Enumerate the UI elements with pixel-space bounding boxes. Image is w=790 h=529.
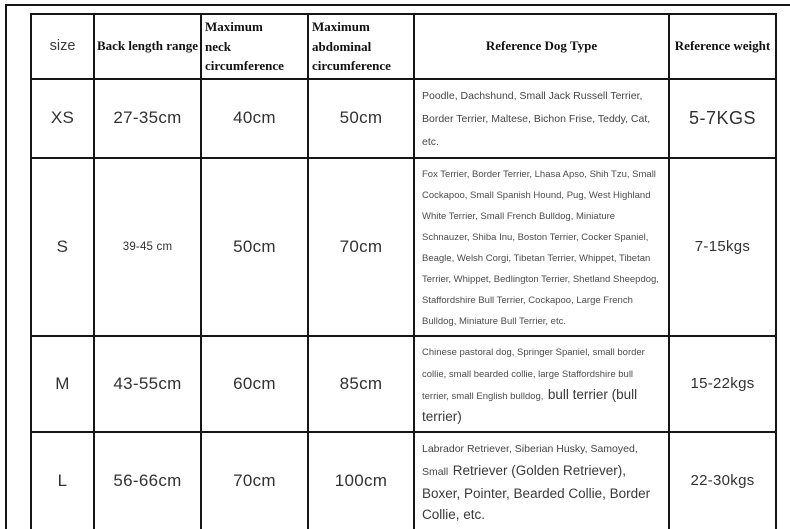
table-row-l: L 56-66cm 70cm 100cm Labrador Retriever,… — [30, 430, 777, 529]
m-dog-type-text-large: bull terrier (bull terrier) — [422, 386, 638, 424]
cell-m-back-length: 43-55cm — [93, 334, 202, 433]
cell-s-dog-type: Fox Terrier, Border Terrier, Lhasa Apso,… — [413, 156, 670, 337]
cell-xs-weight: 5-7KGS — [668, 77, 777, 159]
dog-size-chart-table: size Back length range Maximum neck circ… — [30, 13, 777, 529]
header-weight: Reference weight — [668, 13, 777, 80]
cell-xs-back-length: 27-35cm — [93, 77, 202, 159]
header-back-length: Back length range — [93, 13, 202, 80]
header-neck-line1: Maximum — [205, 19, 263, 34]
header-abdominal-line1: Maximum abdominal — [312, 19, 372, 54]
header-abdominal-line2: circumference — [312, 58, 391, 73]
cell-xs-neck: 40cm — [200, 77, 309, 159]
cell-m-dog-type: Chinese pastoral dog, Springer Spaniel, … — [413, 334, 670, 433]
cell-l-dog-type: Labrador Retriever, Siberian Husky, Samo… — [413, 430, 670, 529]
header-size: size — [30, 13, 95, 80]
table-row-s: S 39-45 cm 50cm 70cm Fox Terrier, Border… — [30, 156, 777, 337]
l-dog-type-text-large: Retriever (Golden Retriever), Boxer, Poi… — [422, 462, 651, 522]
s-dog-type-text: Fox Terrier, Border Terrier, Lhasa Apso,… — [422, 168, 659, 327]
l-dog-type-text-small: Labrador Retriever, Siberian Husky, Samo… — [422, 442, 638, 478]
cell-xs-dog-type: Poodle, Dachshund, Small Jack Russell Te… — [413, 77, 670, 159]
cell-m-weight: 15-22kgs — [668, 334, 777, 433]
outer-frame-top-line — [5, 4, 790, 6]
cell-l-size: L — [30, 430, 95, 529]
header-abdominal-circumference: Maximum abdominal circumference — [307, 13, 415, 80]
cell-l-abdominal: 100cm — [307, 430, 415, 529]
header-dog-type: Reference Dog Type — [413, 13, 670, 80]
cell-s-back-length: 39-45 cm — [93, 156, 202, 337]
xs-dog-type-text: Poodle, Dachshund, Small Jack Russell Te… — [422, 89, 651, 148]
header-row: size Back length range Maximum neck circ… — [30, 13, 777, 80]
cell-s-weight: 7-15kgs — [668, 156, 777, 337]
cell-l-back-length: 56-66cm — [93, 430, 202, 529]
table-row-m: M 43-55cm 60cm 85cm Chinese pastoral dog… — [30, 334, 777, 433]
header-neck-line2: neck circumference — [205, 38, 284, 74]
cell-m-size: M — [30, 334, 95, 433]
cell-s-abdominal: 70cm — [307, 156, 415, 337]
cell-m-abdominal: 85cm — [307, 334, 415, 433]
outer-frame-left-line — [5, 4, 7, 529]
cell-xs-size: XS — [30, 77, 95, 159]
cell-l-weight: 22-30kgs — [668, 430, 777, 529]
cell-l-neck: 70cm — [200, 430, 309, 529]
header-neck-circumference: Maximum neck circumference — [200, 13, 309, 80]
cell-s-size: S — [30, 156, 95, 337]
cell-m-neck: 60cm — [200, 334, 309, 433]
cell-s-neck: 50cm — [200, 156, 309, 337]
cell-xs-abdominal: 50cm — [307, 77, 415, 159]
m-dog-type-text-small: Chinese pastoral dog, Springer Spaniel, … — [422, 346, 645, 402]
table-row-xs: XS 27-35cm 40cm 50cm Poodle, Dachshund, … — [30, 77, 777, 159]
